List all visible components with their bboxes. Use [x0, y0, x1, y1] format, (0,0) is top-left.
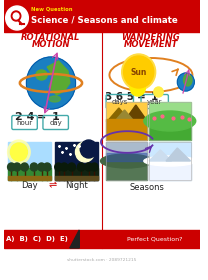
Circle shape: [177, 73, 194, 91]
Circle shape: [6, 6, 28, 30]
Text: Day: Day: [21, 181, 38, 190]
Text: Science / Seasons and climate: Science / Seasons and climate: [31, 15, 178, 25]
Text: year: year: [147, 99, 162, 104]
Bar: [106, 102, 147, 140]
Bar: [4, 0, 200, 32]
Bar: [149, 161, 191, 180]
Text: New Question: New Question: [31, 6, 73, 11]
Bar: [7, 168, 51, 180]
Bar: [149, 142, 191, 161]
Circle shape: [122, 54, 156, 90]
Polygon shape: [115, 110, 134, 121]
Bar: [7, 142, 51, 180]
Bar: [149, 161, 191, 180]
Text: days: days: [112, 99, 128, 104]
Circle shape: [68, 163, 76, 171]
Bar: [55, 168, 98, 180]
Polygon shape: [70, 230, 79, 248]
Circle shape: [154, 87, 163, 97]
Circle shape: [26, 57, 76, 109]
Text: =: =: [137, 92, 146, 102]
Bar: [106, 119, 147, 121]
Circle shape: [30, 163, 38, 171]
Text: 2 4: 2 4: [15, 112, 34, 122]
Circle shape: [13, 13, 19, 19]
Bar: [55, 142, 98, 180]
Text: =: =: [37, 112, 46, 122]
Circle shape: [13, 163, 21, 171]
Circle shape: [124, 56, 154, 88]
Bar: [106, 142, 147, 180]
Circle shape: [60, 163, 68, 171]
Bar: [149, 102, 191, 140]
Text: 1: 1: [52, 112, 59, 122]
Circle shape: [80, 140, 97, 158]
Circle shape: [7, 140, 30, 164]
Circle shape: [55, 163, 62, 171]
Bar: [55, 176, 98, 180]
Circle shape: [10, 143, 27, 161]
Text: 3 6 5: 3 6 5: [105, 92, 134, 102]
Bar: [4, 230, 200, 248]
Text: Seasons: Seasons: [130, 183, 165, 192]
Polygon shape: [125, 105, 147, 121]
Circle shape: [77, 163, 85, 171]
Bar: [106, 142, 147, 161]
Bar: [149, 102, 191, 121]
Circle shape: [85, 163, 93, 171]
Text: Sun: Sun: [130, 67, 147, 76]
Text: ROTATIONAL: ROTATIONAL: [21, 32, 81, 41]
Polygon shape: [166, 148, 191, 161]
Text: MOTION: MOTION: [32, 39, 70, 48]
Text: ⇌: ⇌: [49, 180, 57, 190]
Circle shape: [90, 163, 98, 171]
Circle shape: [11, 11, 21, 21]
Circle shape: [43, 163, 51, 171]
Ellipse shape: [49, 96, 60, 102]
Text: day: day: [49, 120, 62, 125]
Text: Perfect Question?: Perfect Question?: [127, 237, 182, 241]
Bar: [149, 121, 191, 140]
Ellipse shape: [183, 74, 192, 86]
Circle shape: [21, 163, 28, 171]
Text: MOVEMENT: MOVEMENT: [124, 39, 178, 48]
Ellipse shape: [144, 111, 196, 131]
Circle shape: [130, 80, 145, 96]
Text: hour: hour: [16, 120, 33, 125]
Ellipse shape: [144, 156, 196, 166]
Bar: [149, 142, 191, 180]
Text: shutterstock.com · 2089721215: shutterstock.com · 2089721215: [67, 258, 137, 262]
Polygon shape: [149, 150, 172, 161]
Text: A)  B)  C)  D)  E): A) B) C) D) E): [6, 236, 68, 242]
Circle shape: [38, 163, 45, 171]
Circle shape: [76, 142, 94, 162]
Bar: [106, 121, 147, 140]
Text: 1: 1: [151, 92, 158, 102]
Bar: [106, 161, 147, 180]
Text: Night: Night: [65, 181, 88, 190]
Polygon shape: [108, 108, 130, 121]
Circle shape: [7, 163, 15, 171]
Bar: [7, 176, 51, 180]
Text: WANDERING: WANDERING: [121, 32, 180, 41]
Ellipse shape: [100, 154, 152, 168]
Polygon shape: [47, 61, 70, 95]
Bar: [106, 153, 147, 161]
Bar: [106, 142, 147, 161]
Bar: [106, 102, 147, 121]
Ellipse shape: [36, 70, 47, 80]
